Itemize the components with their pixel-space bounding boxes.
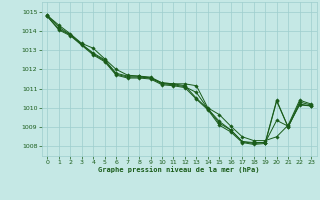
X-axis label: Graphe pression niveau de la mer (hPa): Graphe pression niveau de la mer (hPa) xyxy=(99,167,260,173)
